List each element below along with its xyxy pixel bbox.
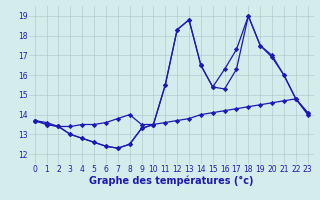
X-axis label: Graphe des températures (°c): Graphe des températures (°c) <box>89 176 253 186</box>
